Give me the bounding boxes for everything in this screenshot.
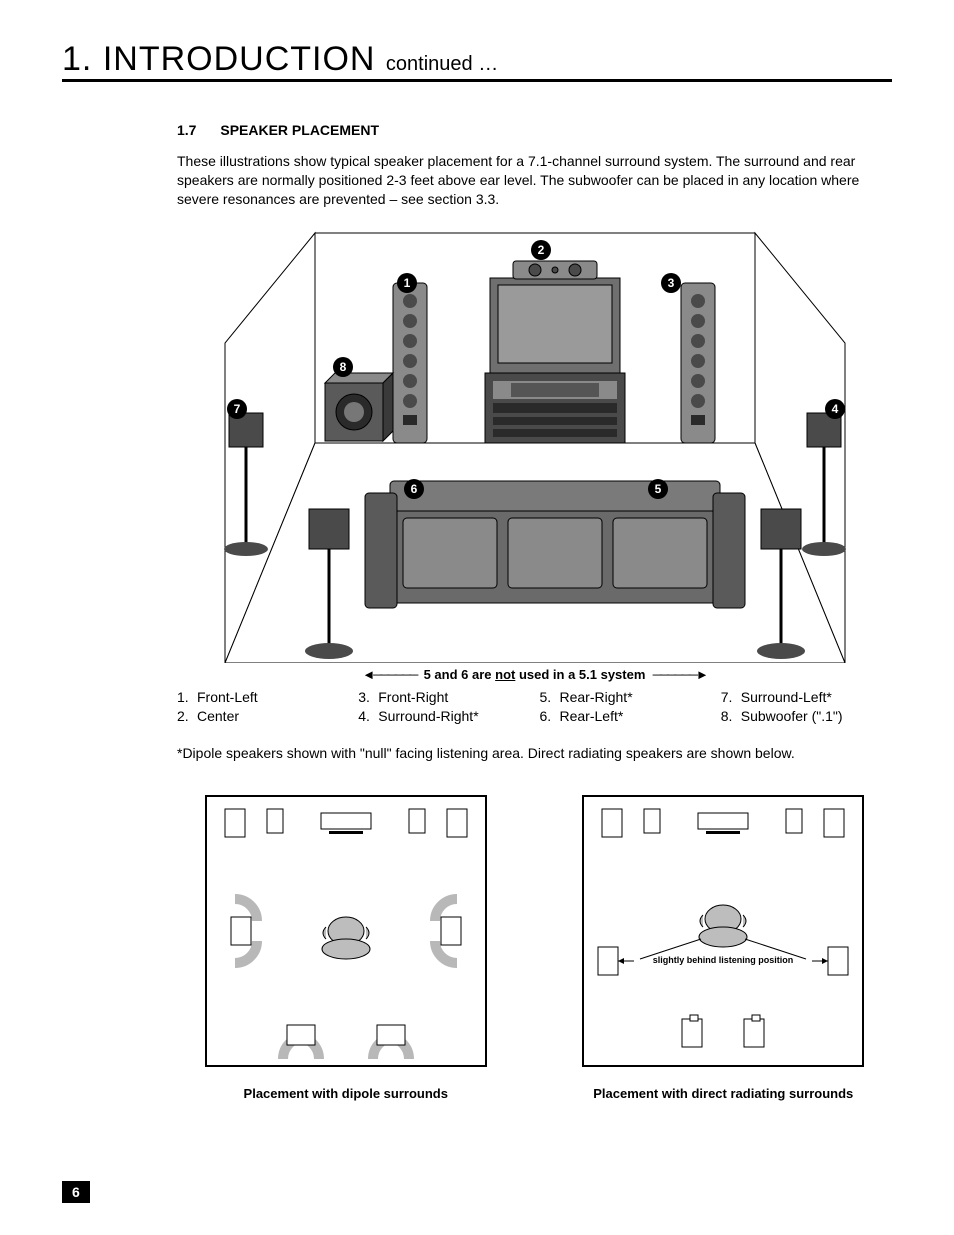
- caption-dipole: Placement with dipole surrounds: [177, 1086, 515, 1101]
- placement-figures-row: Placement with dipole surrounds: [177, 791, 892, 1101]
- figure-direct: slightly behind listening position Place…: [555, 791, 893, 1101]
- room-diagram-svg: 1 2 3 4 5 6 7 8: [215, 223, 855, 663]
- chapter-title: 1. INTRODUCTION continued …: [62, 40, 892, 82]
- svg-text:1: 1: [403, 276, 410, 290]
- section-heading: 1.7 Speaker Placement: [177, 122, 892, 138]
- caption-direct: Placement with direct radiating surround…: [555, 1086, 893, 1101]
- legend: 1.Front-Left 2.Center 3.Front-Right 4.Su…: [177, 688, 892, 726]
- section-title: Speaker Placement: [220, 122, 379, 138]
- svg-text:7: 7: [233, 402, 240, 416]
- chapter-continued: continued …: [386, 53, 498, 75]
- svg-text:4: 4: [831, 402, 838, 416]
- arrow-right-icon: ──────►: [653, 667, 707, 682]
- svg-text:8: 8: [339, 360, 346, 374]
- slightly-behind-label: slightly behind listening position: [653, 955, 794, 965]
- figure-speaker-room: 1 2 3 4 5 6 7 8 ◄────── 5 and 6 are not …: [177, 223, 892, 682]
- figure-dipole: Placement with dipole surrounds: [177, 791, 515, 1101]
- arrow-left-icon: ◄──────: [362, 667, 416, 682]
- chapter-name: INTRODUCTION: [103, 40, 376, 78]
- intro-paragraph: These illustrations show typical speaker…: [177, 152, 892, 209]
- page-number: 6: [62, 1181, 892, 1203]
- chapter-number: 1.: [62, 40, 92, 78]
- svg-text:3: 3: [667, 276, 674, 290]
- section-number: 1.7: [177, 122, 196, 138]
- note-5-1: ◄────── 5 and 6 are not used in a 5.1 sy…: [177, 667, 892, 682]
- svg-text:2: 2: [537, 243, 544, 257]
- footnote: *Dipole speakers shown with "null" facin…: [177, 745, 892, 761]
- svg-text:6: 6: [410, 482, 417, 496]
- svg-text:5: 5: [654, 482, 661, 496]
